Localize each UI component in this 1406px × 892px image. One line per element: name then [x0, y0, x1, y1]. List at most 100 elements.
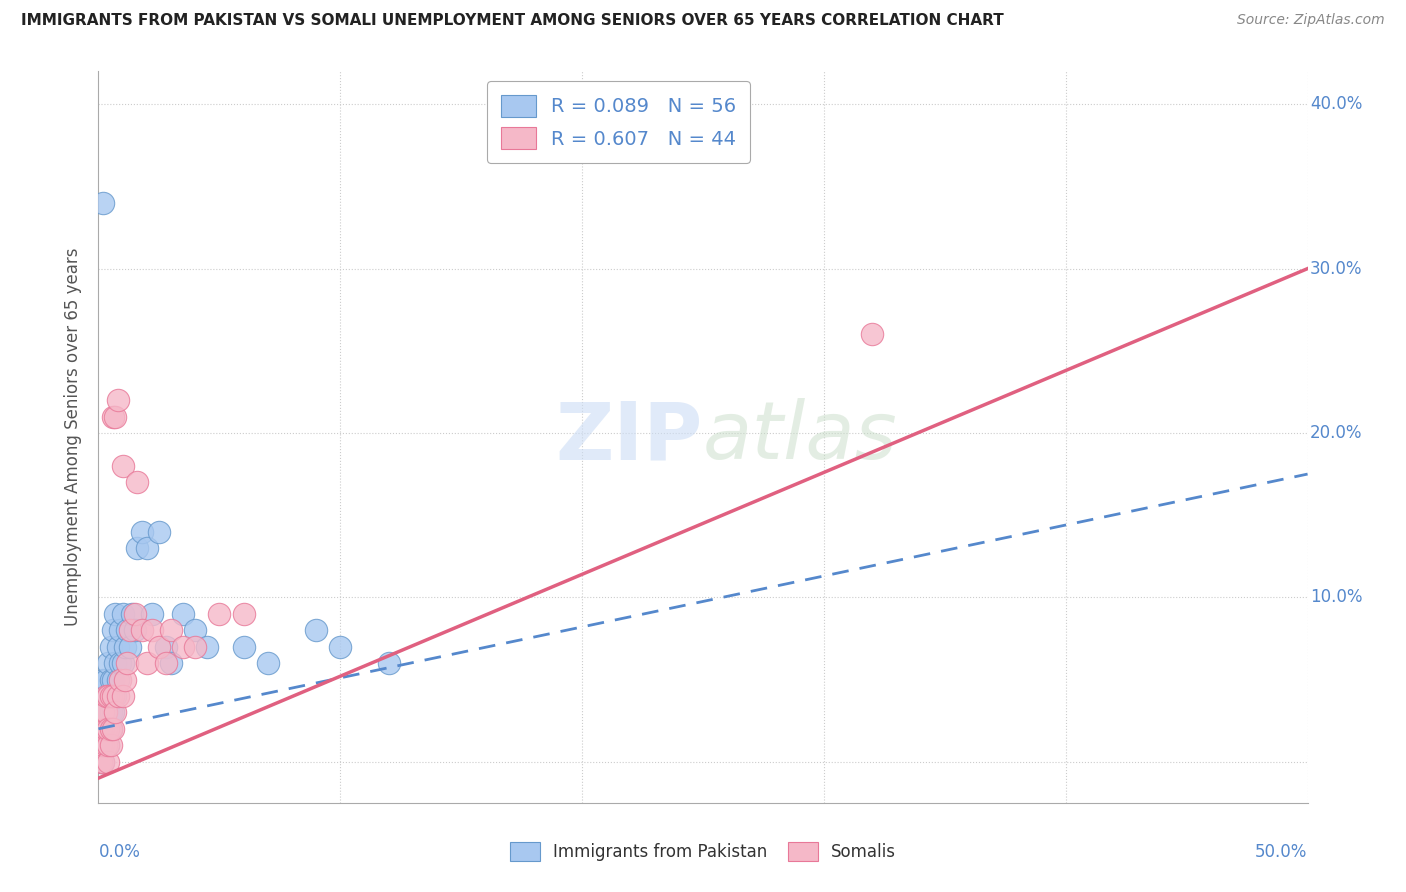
Y-axis label: Unemployment Among Seniors over 65 years: Unemployment Among Seniors over 65 years [65, 248, 83, 626]
Point [172, 640, 194, 654]
Point [111, 689, 134, 703]
Point [377, 656, 399, 670]
Point [97, 689, 120, 703]
Point [91, 706, 114, 720]
Point [94, 722, 117, 736]
Point [155, 656, 177, 670]
Point [111, 458, 134, 473]
Point [111, 656, 134, 670]
Point [90, 706, 112, 720]
Point [108, 673, 131, 687]
Point [97, 722, 120, 736]
Point [90, 755, 112, 769]
Point [256, 656, 278, 670]
Point [131, 524, 153, 539]
Point [121, 607, 143, 621]
Point [97, 739, 120, 753]
Legend: Immigrants from Pakistan, Somalis: Immigrants from Pakistan, Somalis [503, 835, 903, 868]
Point [108, 656, 131, 670]
Point [117, 656, 139, 670]
Point [148, 524, 170, 539]
Point [114, 640, 136, 654]
Point [94, 739, 117, 753]
Point [94, 673, 117, 687]
Point [90, 722, 112, 736]
Point [107, 689, 129, 703]
Text: ZIP: ZIP [555, 398, 703, 476]
Point [94, 722, 117, 736]
Point [117, 624, 139, 638]
Point [101, 624, 124, 638]
Point [91, 722, 114, 736]
Point [127, 475, 149, 490]
Point [94, 739, 117, 753]
Point [155, 640, 177, 654]
Point [94, 706, 117, 720]
Point [97, 689, 120, 703]
Point [131, 624, 153, 638]
Text: IMMIGRANTS FROM PAKISTAN VS SOMALI UNEMPLOYMENT AMONG SENIORS OVER 65 YEARS CORR: IMMIGRANTS FROM PAKISTAN VS SOMALI UNEMP… [21, 13, 1004, 29]
Point [141, 607, 163, 621]
Text: 20.0%: 20.0% [1310, 424, 1362, 442]
Point [94, 689, 117, 703]
Point [114, 673, 136, 687]
Text: 30.0%: 30.0% [1310, 260, 1362, 277]
Point [118, 624, 141, 638]
Point [111, 607, 134, 621]
Point [90, 722, 112, 736]
Text: 50.0%: 50.0% [1256, 843, 1308, 861]
Point [104, 409, 127, 424]
Point [91, 722, 114, 736]
Point [100, 722, 122, 736]
Point [91, 689, 114, 703]
Point [100, 689, 122, 703]
Point [135, 541, 157, 555]
Point [90, 739, 112, 753]
Point [97, 722, 120, 736]
Point [208, 607, 231, 621]
Point [329, 640, 352, 654]
Point [91, 673, 114, 687]
Point [124, 624, 146, 638]
Point [100, 640, 122, 654]
Point [94, 689, 117, 703]
Point [305, 624, 328, 638]
Point [100, 706, 122, 720]
Point [91, 195, 114, 210]
Point [141, 624, 163, 638]
Point [104, 607, 127, 621]
Point [97, 656, 120, 670]
Point [104, 656, 127, 670]
Point [100, 722, 122, 736]
Point [97, 755, 120, 769]
Point [94, 706, 117, 720]
Text: 10.0%: 10.0% [1310, 589, 1362, 607]
Point [160, 624, 183, 638]
Point [104, 689, 127, 703]
Point [107, 673, 129, 687]
Point [91, 706, 114, 720]
Point [184, 624, 207, 638]
Point [90, 755, 112, 769]
Text: atlas: atlas [703, 398, 898, 476]
Point [195, 640, 218, 654]
Point [101, 722, 124, 736]
Text: Source: ZipAtlas.com: Source: ZipAtlas.com [1237, 13, 1385, 28]
Point [184, 640, 207, 654]
Point [100, 673, 122, 687]
Point [107, 393, 129, 408]
Point [860, 327, 883, 342]
Point [127, 541, 149, 555]
Point [91, 739, 114, 753]
Point [91, 755, 114, 769]
Point [124, 607, 146, 621]
Point [118, 640, 141, 654]
Point [100, 739, 122, 753]
Point [101, 409, 124, 424]
Point [148, 640, 170, 654]
Point [90, 739, 112, 753]
Point [108, 624, 131, 638]
Point [104, 706, 127, 720]
Point [101, 689, 124, 703]
Point [135, 656, 157, 670]
